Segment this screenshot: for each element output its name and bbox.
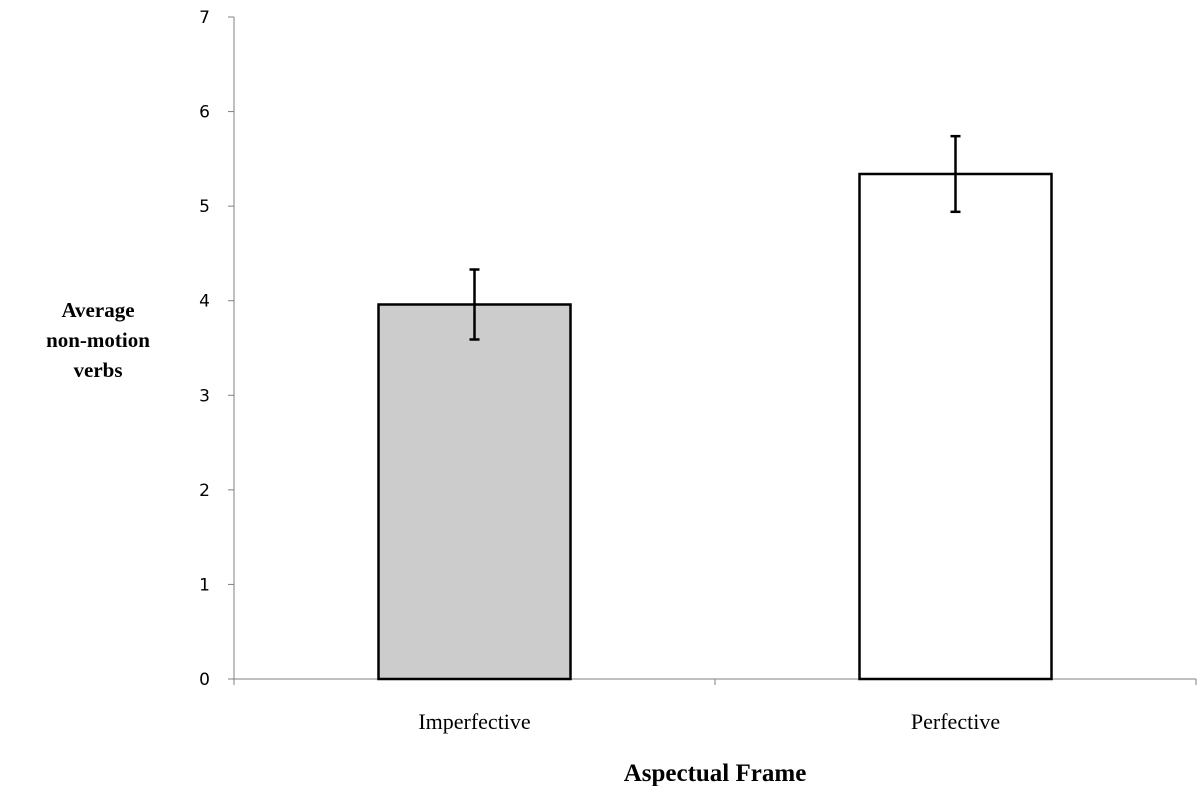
y-tick-label: 1	[199, 575, 210, 595]
x-tick-label: Imperfective	[418, 709, 530, 734]
bar-perfective	[858, 172, 1053, 681]
x-axis-title: Aspectual Frame	[624, 760, 807, 786]
y-axis-title-line: Average	[61, 298, 134, 322]
y-axis-title: Average non-motion verbs	[46, 298, 150, 382]
y-tick-label: 0	[199, 670, 210, 690]
bar-imperfective	[377, 303, 572, 681]
error-bar-imperfective	[469, 268, 480, 341]
y-tick-label: 5	[199, 197, 210, 217]
bars	[377, 172, 1053, 681]
x-tick-label: Perfective	[911, 709, 1000, 734]
y-tick-label: 6	[199, 103, 210, 123]
error-bar-perfective	[950, 134, 961, 214]
error-bars	[469, 134, 961, 341]
y-tick-label: 2	[199, 481, 210, 501]
x-tick-labels: Imperfective Perfective	[418, 709, 1000, 734]
y-tick-label: 3	[199, 386, 210, 406]
y-tick-label: 7	[199, 8, 210, 28]
y-axis-title-line: verbs	[74, 358, 123, 382]
y-axis-title-line: non-motion	[46, 328, 150, 352]
y-tick-labels: 0 1 2 3 4 5 6 7	[199, 8, 210, 690]
y-tick-label: 4	[199, 292, 210, 312]
